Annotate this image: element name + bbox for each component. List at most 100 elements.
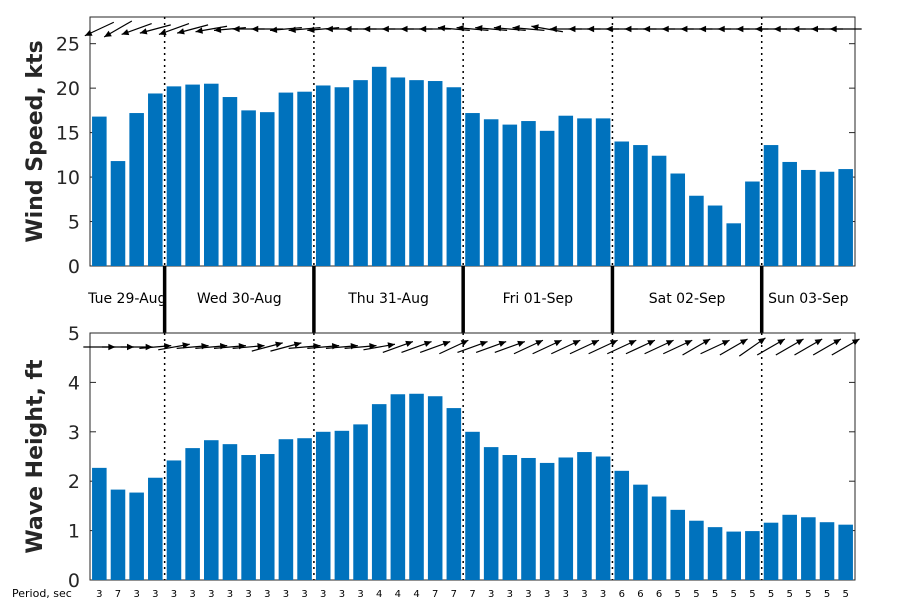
period-value: 3 [339,589,345,600]
period-value: 5 [693,589,699,600]
period-value: 3 [245,589,251,600]
direction-arrow [419,25,452,33]
wave-height-panel: 0 1 2 3 4 5 Wave Height, ft [23,323,860,592]
period-value: 3 [544,589,550,600]
period-value: 3 [133,589,139,600]
bar [465,431,480,580]
period-value: 3 [227,589,233,600]
arrow-head [456,25,464,32]
direction-arrow [831,338,860,356]
period-value: 3 [600,589,606,600]
bar [558,457,574,580]
period-value: 3 [171,589,177,600]
direction-arrow [756,338,786,356]
bar [110,161,126,266]
day-labels-band: Tue 29-Aug Wed 30-Aug Thu 31-Aug Fri 01-Sep… [87,266,849,333]
y-tick-label: 0 [68,256,80,278]
period-value: 6 [619,589,625,600]
bar [633,145,648,266]
bar [521,457,536,580]
direction-arrow [139,343,172,350]
arrow-head [517,340,525,347]
period-value: 5 [749,589,755,600]
y-tick-label: 3 [68,422,80,444]
bar [745,181,760,266]
bar [707,205,723,266]
arrow-head [232,25,240,33]
bar [315,431,331,580]
direction-arrow [662,339,693,355]
arrow-head [288,26,296,33]
arrow-head [609,340,618,347]
direction-arrow [103,20,133,38]
bar [446,87,462,266]
direction-arrow [513,339,544,355]
bar [689,520,704,580]
arrow-head [777,339,785,346]
arrow-head [84,29,93,36]
arrow-head [177,28,185,35]
arrow-head [702,339,711,346]
bar [315,85,331,266]
direction-arrow [363,342,396,351]
arrow-head [195,27,203,34]
arrow-head [739,339,748,346]
day-label: Thu 31-Aug [347,291,429,307]
period-value: 3 [264,589,270,600]
y-tick-label: 2 [68,471,80,493]
arrow-head [121,29,130,36]
arrow-head [405,340,413,347]
period-value: 5 [731,589,737,600]
direction-arrow [344,343,377,350]
direction-arrow [251,25,284,33]
period-value: 7 [115,589,121,600]
day-label: Sat 02-Sep [649,291,726,307]
bar [670,173,686,266]
arrow-head [158,29,167,36]
arrow-head [269,26,278,33]
arrow-head [661,25,669,33]
bar [148,93,163,266]
arrow-head [423,340,432,347]
period-value: 4 [376,589,382,600]
bar [129,492,144,580]
direction-arrow [456,25,489,32]
period-value: 5 [768,589,774,600]
bar [670,509,686,580]
bar [129,113,144,267]
bar [185,84,200,266]
period-value: 3 [152,589,158,600]
bar [595,118,611,266]
direction-arrow [139,24,171,35]
arrow-head [549,25,557,33]
bar [782,161,797,266]
direction-arrow [512,25,545,32]
bar [838,169,853,266]
period-value: 6 [656,589,662,600]
period-value: 3 [357,589,363,600]
direction-arrow [700,339,730,355]
direction-arrow [84,21,115,37]
bar [353,80,368,266]
y-axis-label: Wave Height, ft [23,359,48,554]
y-tick-label: 15 [56,123,80,145]
bar [297,91,312,266]
arrow-head [419,25,427,33]
direction-arrow [382,340,414,354]
y-tick-label: 5 [68,323,80,345]
period-value: 5 [712,589,718,600]
y-tick-label: 1 [68,521,80,543]
bar [92,116,107,266]
arrow-head [460,340,469,347]
period-value: 3 [581,589,587,600]
arrow-head [293,341,302,348]
arrow-head [572,340,581,347]
bar [502,455,518,580]
period-value: 3 [507,589,513,600]
arrow-head [643,25,651,33]
direction-arrow [437,25,470,32]
period-value: 3 [320,589,326,600]
direction-arrow [475,25,508,32]
bar [204,83,219,266]
